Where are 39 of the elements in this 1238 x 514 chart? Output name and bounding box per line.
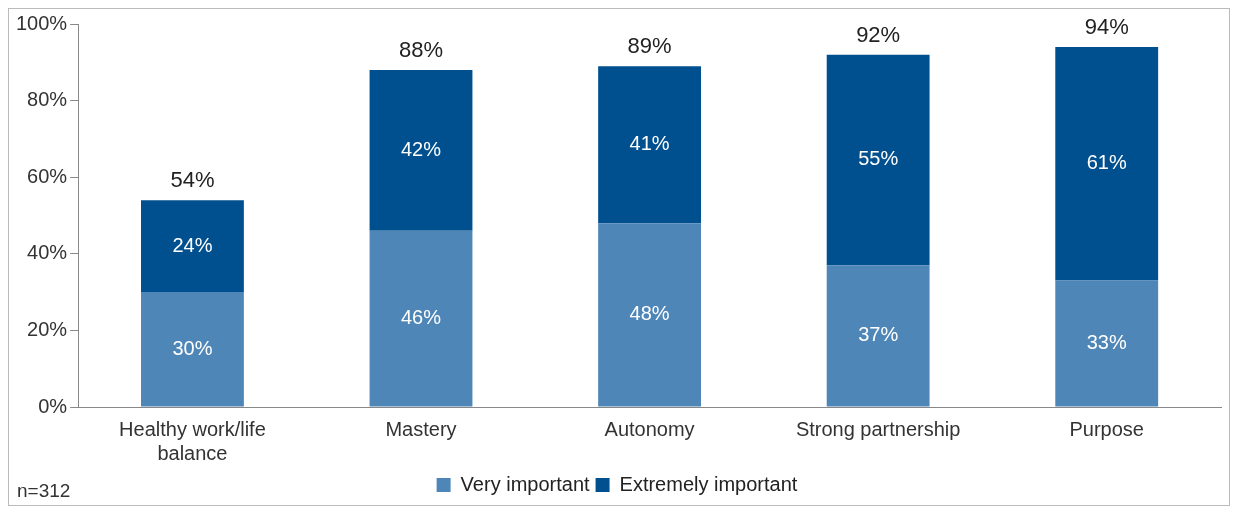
bar	[826, 54, 930, 266]
x-tick-label: Strong partnership	[795, 417, 961, 440]
x-tick-label: Healthy work/life balance	[119, 417, 266, 464]
data-label: 42%	[400, 137, 442, 160]
legend-label: Very important	[460, 472, 590, 495]
y-tick-label: 0%	[38, 394, 68, 417]
total-label: 94%	[1084, 14, 1129, 40]
bar	[826, 265, 930, 407]
total-label: 88%	[398, 37, 444, 63]
bar	[369, 69, 473, 231]
bar	[141, 200, 244, 293]
text: n=312	[17, 479, 71, 501]
total-label: 54%	[170, 167, 215, 193]
total-label: 92%	[856, 21, 901, 47]
x-tick-label: Mastery	[385, 417, 457, 440]
data-label: 37%	[858, 323, 899, 346]
data-label: 55%	[858, 147, 899, 170]
total-label: 89%	[627, 33, 672, 59]
x-tick-label: Autonomy	[604, 417, 695, 440]
legend-label: Extremely important	[619, 472, 798, 495]
data-label: 33%	[1086, 331, 1127, 354]
y-tick-label: 40%	[27, 241, 68, 264]
data-label: 61%	[1086, 151, 1127, 174]
bar	[598, 223, 701, 407]
bar	[1055, 46, 1159, 281]
bar	[598, 66, 701, 224]
bar	[1055, 280, 1159, 407]
y-tick-label: 60%	[27, 164, 68, 187]
y-tick-label: 100%	[16, 11, 68, 34]
data-label: 48%	[629, 302, 670, 325]
data-label: 41%	[629, 132, 670, 155]
data-label: 46%	[400, 306, 442, 329]
bar	[369, 230, 473, 407]
y-tick-label: 20%	[27, 317, 68, 340]
data-label: 24%	[172, 233, 213, 256]
data-label: 30%	[172, 336, 213, 359]
y-tick-label: 80%	[27, 88, 68, 111]
bar	[141, 292, 244, 407]
x-tick-label: Purpose	[1069, 417, 1144, 440]
